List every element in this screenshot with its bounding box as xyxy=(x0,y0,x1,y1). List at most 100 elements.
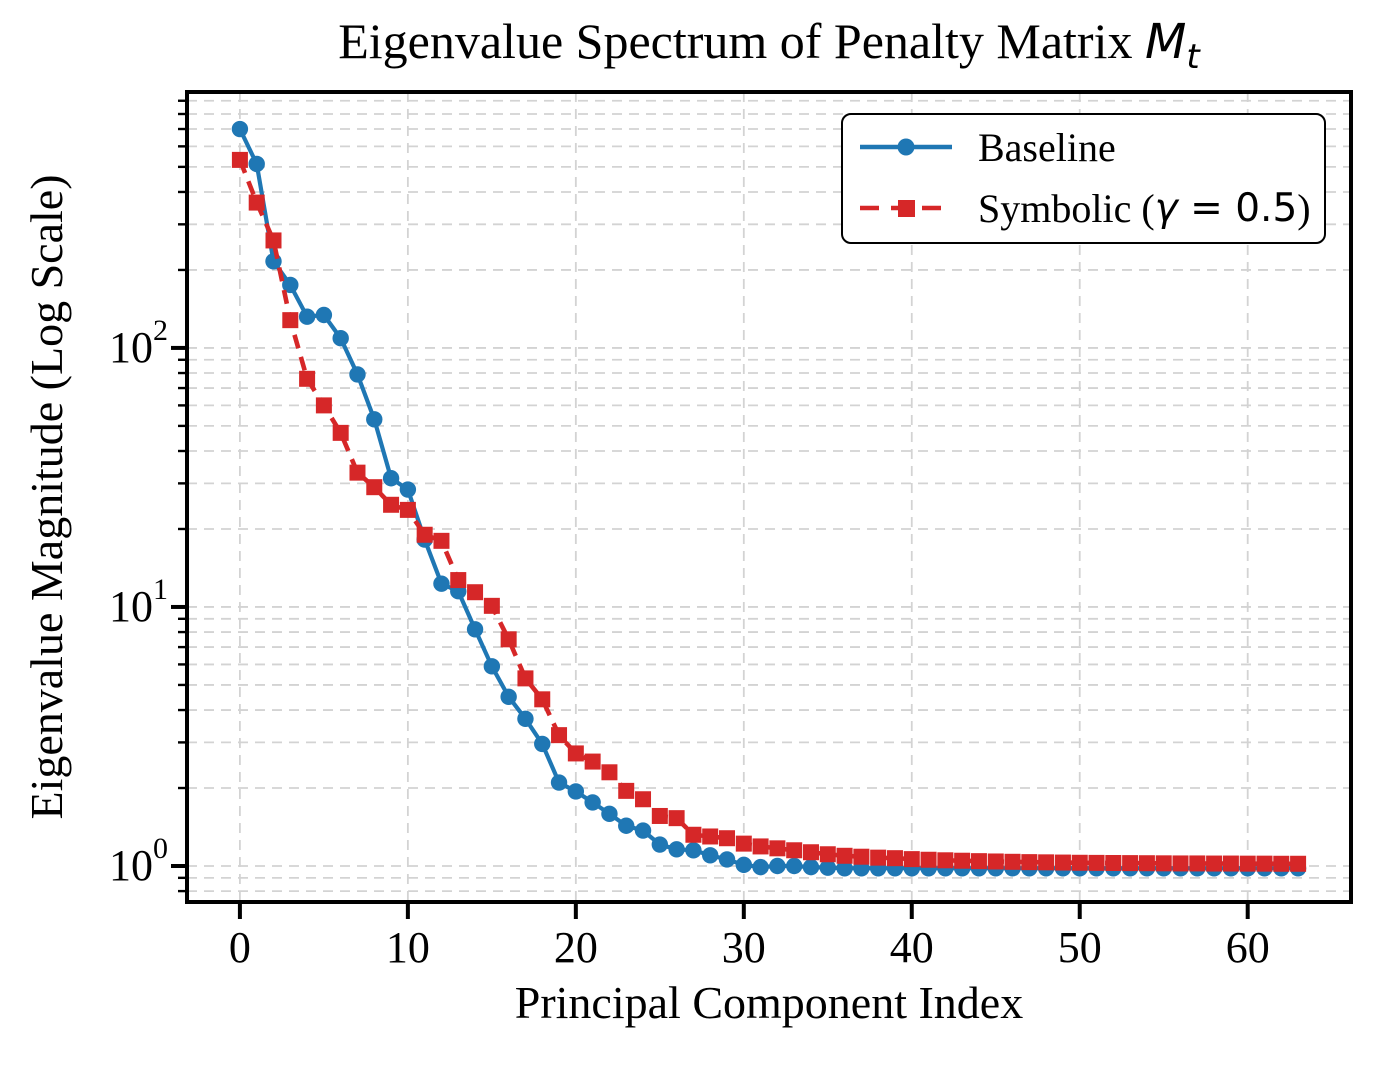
tick-labels: 0 10 20 30 40 50 60 100 101 102 xyxy=(109,314,1270,972)
data-point-circle xyxy=(332,330,349,347)
data-point-square xyxy=(1206,855,1223,872)
data-point-circle xyxy=(517,710,534,728)
legend-box xyxy=(841,113,1326,244)
data-point-circle xyxy=(265,253,282,270)
data-point-square xyxy=(349,464,366,481)
data-point-square xyxy=(685,826,702,843)
data-point-square xyxy=(735,835,752,852)
data-point-circle xyxy=(248,155,265,173)
legend-label-symbolic: Symbolic (γ = 0.5) xyxy=(978,186,1311,231)
data-point-square xyxy=(534,691,551,708)
data-point-square xyxy=(1290,855,1307,872)
data-point-circle xyxy=(466,621,484,638)
legend-square-marker-icon xyxy=(898,200,915,217)
legend: Baseline Symbolic (γ = 0.5) xyxy=(841,113,1326,244)
data-point-circle xyxy=(702,847,719,864)
data-point-square xyxy=(987,853,1004,870)
data-point-circle xyxy=(382,470,400,487)
data-point-square xyxy=(1138,855,1155,872)
data-point-square xyxy=(769,840,786,857)
data-point-square xyxy=(668,810,685,827)
data-point-square xyxy=(1155,855,1172,872)
data-point-square xyxy=(399,501,416,518)
data-point-circle xyxy=(534,735,551,753)
chart-title-math-var: M xyxy=(1145,14,1186,70)
data-point-circle xyxy=(550,774,568,791)
data-point-circle xyxy=(601,805,618,823)
x-axis-label: Principal Component Index xyxy=(515,977,1023,1028)
data-point-square xyxy=(332,424,349,441)
data-point-circle xyxy=(399,481,417,498)
y-axis-label: Eigenvalue Magnitude (Log Scale) xyxy=(21,174,72,819)
y-tick-label: 102 xyxy=(109,314,168,372)
plot-border xyxy=(185,90,1353,904)
data-series xyxy=(231,120,1307,877)
data-point-circle xyxy=(618,817,635,834)
data-point-square xyxy=(752,838,769,855)
data-point-square xyxy=(551,727,568,744)
data-point-square xyxy=(954,852,971,869)
x-tick-label: 60 xyxy=(1226,923,1270,972)
data-point-square xyxy=(920,851,937,868)
x-tick-label: 0 xyxy=(229,923,251,972)
data-point-circle xyxy=(785,857,803,875)
data-point-square xyxy=(1172,855,1189,872)
data-point-circle xyxy=(315,306,333,324)
data-point-circle xyxy=(718,851,736,868)
data-point-square xyxy=(416,526,433,543)
series-line xyxy=(238,128,1299,871)
data-point-circle xyxy=(651,836,669,853)
data-point-square xyxy=(836,847,853,864)
data-point-square xyxy=(802,844,819,861)
data-point-circle xyxy=(366,411,383,428)
data-point-circle xyxy=(685,842,702,859)
y-tick-label: 101 xyxy=(109,573,168,631)
data-point-square xyxy=(315,397,332,414)
data-point-square xyxy=(467,584,484,601)
data-point-square xyxy=(635,791,652,808)
data-point-square xyxy=(483,597,500,614)
data-point-circle xyxy=(802,858,820,876)
data-point-square xyxy=(786,842,803,859)
data-point-square xyxy=(567,745,584,762)
data-point-square xyxy=(1189,855,1206,872)
x-tick-label: 20 xyxy=(554,923,598,972)
data-point-circle xyxy=(282,276,299,294)
data-point-square xyxy=(1222,855,1239,872)
data-point-square xyxy=(601,764,618,781)
data-point-circle xyxy=(349,366,366,383)
data-point-circle xyxy=(752,858,769,876)
x-tick-label: 50 xyxy=(1058,923,1102,972)
data-point-square xyxy=(1088,854,1105,871)
data-point-square xyxy=(702,828,719,845)
x-tick-label: 40 xyxy=(890,923,934,972)
data-point-circle xyxy=(433,575,450,592)
data-point-square xyxy=(819,846,836,863)
data-point-circle xyxy=(584,794,601,811)
data-point-square xyxy=(248,194,265,211)
data-point-square xyxy=(903,851,920,868)
data-point-square xyxy=(1256,855,1273,872)
data-point-circle xyxy=(500,688,517,705)
y-tick-label: 100 xyxy=(109,832,168,890)
data-point-square xyxy=(450,572,467,589)
series-symbolic xyxy=(231,151,1307,872)
data-point-circle xyxy=(819,859,836,876)
data-point-square xyxy=(1273,855,1290,872)
legend-label-baseline: Baseline xyxy=(978,125,1116,170)
data-point-square xyxy=(584,753,601,770)
data-point-square xyxy=(719,830,736,847)
data-point-square xyxy=(1038,854,1055,871)
x-tick-label: 30 xyxy=(722,923,766,972)
data-point-square xyxy=(366,479,383,496)
data-point-circle xyxy=(567,783,585,800)
series-line xyxy=(237,159,1299,867)
x-tick-label: 10 xyxy=(386,923,430,972)
data-point-circle xyxy=(836,860,853,877)
data-point-square xyxy=(265,232,282,249)
data-point-square xyxy=(618,782,635,799)
data-point-square xyxy=(1239,855,1256,872)
data-point-square xyxy=(1004,853,1021,870)
data-point-circle xyxy=(735,856,753,874)
